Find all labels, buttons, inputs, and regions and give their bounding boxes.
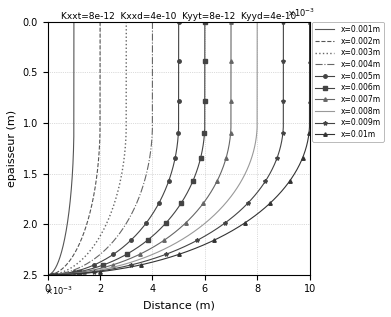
x=0.006m — [159, 226, 164, 230]
x=0.008m — [149, 253, 153, 257]
x=0.005m — [176, 107, 181, 111]
x=0.01m — [307, 20, 312, 24]
x=0.001m — [58, 253, 63, 257]
x=0.001m — [72, 107, 76, 111]
x=0.005m — [162, 190, 167, 193]
x=0.001m — [72, 20, 76, 24]
x=0.007m — [188, 216, 193, 220]
x=0.008m — [232, 190, 237, 193]
x=0.009m — [256, 190, 260, 193]
x=0.01m — [235, 226, 240, 230]
x=0.002m — [92, 190, 97, 193]
x=0.005m — [110, 253, 115, 257]
Line: x=0.006m: x=0.006m — [46, 20, 206, 276]
Y-axis label: epaisseur (m): epaisseur (m) — [7, 110, 17, 187]
x=0.005m — [147, 216, 152, 220]
x=0.008m — [197, 226, 202, 230]
x=0.003m — [102, 226, 107, 230]
x=0.001m — [65, 226, 69, 230]
Text: $\times 10^{-3}$: $\times 10^{-3}$ — [45, 285, 73, 297]
x=0.004m — [93, 256, 97, 260]
Line: x=0.005m: x=0.005m — [46, 20, 180, 276]
x=0.01m — [45, 273, 50, 277]
x=0.003m — [45, 273, 50, 277]
Line: x=0.002m: x=0.002m — [48, 22, 100, 275]
Line: x=0.003m: x=0.003m — [48, 22, 126, 275]
x=0.009m — [152, 256, 156, 260]
x=0.006m — [203, 107, 207, 111]
x=0.005m — [140, 226, 145, 230]
x=0.007m — [136, 253, 140, 257]
x=0.004m — [97, 253, 102, 257]
x=0.01m — [163, 256, 168, 260]
x=0.006m — [116, 256, 121, 260]
X-axis label: Distance (m): Distance (m) — [143, 300, 215, 310]
x=0.003m — [84, 253, 89, 257]
x=0.008m — [140, 256, 145, 260]
x=0.004m — [150, 20, 155, 24]
x=0.004m — [150, 107, 155, 111]
x=0.009m — [45, 273, 50, 277]
x=0.005m — [45, 273, 50, 277]
x=0.005m — [104, 256, 109, 260]
x=0.01m — [174, 253, 179, 257]
x=0.006m — [45, 273, 50, 277]
x=0.009m — [281, 107, 286, 111]
Line: x=0.004m: x=0.004m — [48, 22, 152, 275]
x=0.01m — [249, 216, 254, 220]
Line: x=0.001m: x=0.001m — [48, 22, 74, 275]
x=0.01m — [307, 107, 312, 111]
x=0.001m — [57, 256, 62, 260]
x=0.006m — [186, 190, 190, 193]
x=0.004m — [45, 273, 50, 277]
Text: $\times 10^{-3}$: $\times 10^{-3}$ — [287, 7, 315, 19]
x=0.007m — [178, 226, 183, 230]
x=0.009m — [281, 20, 286, 24]
x=0.008m — [208, 216, 213, 220]
x=0.003m — [115, 190, 120, 193]
x=0.004m — [121, 226, 126, 230]
Title: Kxxt=8e-12  Kxxd=4e-10  Kyyt=8e-12  Kyyd=4e-10: Kxxt=8e-12 Kxxd=4e-10 Kyyt=8e-12 Kyyd=4e… — [61, 12, 296, 21]
x=0.006m — [168, 216, 172, 220]
x=0.002m — [45, 273, 50, 277]
x=0.001m — [69, 190, 74, 193]
x=0.005m — [176, 20, 181, 24]
x=0.006m — [203, 20, 207, 24]
Line: x=0.007m: x=0.007m — [46, 20, 233, 276]
x=0.009m — [229, 216, 234, 220]
x=0.009m — [161, 253, 166, 257]
x=0.007m — [45, 273, 50, 277]
x=0.001m — [45, 273, 50, 277]
Line: x=0.01m: x=0.01m — [46, 20, 311, 276]
x=0.01m — [279, 190, 284, 193]
x=0.007m — [128, 256, 133, 260]
x=0.007m — [229, 107, 233, 111]
x=0.002m — [98, 107, 102, 111]
x=0.002m — [69, 256, 74, 260]
x=0.002m — [98, 20, 102, 24]
x=0.007m — [229, 20, 233, 24]
x=0.004m — [139, 190, 143, 193]
x=0.007m — [209, 190, 214, 193]
x=0.002m — [86, 216, 91, 220]
x=0.003m — [124, 107, 129, 111]
Line: x=0.008m: x=0.008m — [48, 22, 257, 275]
x=0.008m — [255, 20, 260, 24]
x=0.006m — [123, 253, 127, 257]
x=0.002m — [71, 253, 76, 257]
Legend: x=0.001m, x=0.002m, x=0.003m, x=0.004m, x=0.005m, x=0.006m, x=0.007m, x=0.008m, : x=0.001m, x=0.002m, x=0.003m, x=0.004m, … — [312, 22, 384, 142]
x=0.001m — [66, 216, 70, 220]
x=0.002m — [83, 226, 88, 230]
x=0.004m — [127, 216, 132, 220]
x=0.009m — [216, 226, 221, 230]
x=0.003m — [81, 256, 86, 260]
Line: x=0.009m: x=0.009m — [46, 20, 285, 277]
x=0.003m — [124, 20, 129, 24]
x=0.008m — [45, 273, 50, 277]
x=0.003m — [107, 216, 111, 220]
x=0.008m — [255, 107, 260, 111]
